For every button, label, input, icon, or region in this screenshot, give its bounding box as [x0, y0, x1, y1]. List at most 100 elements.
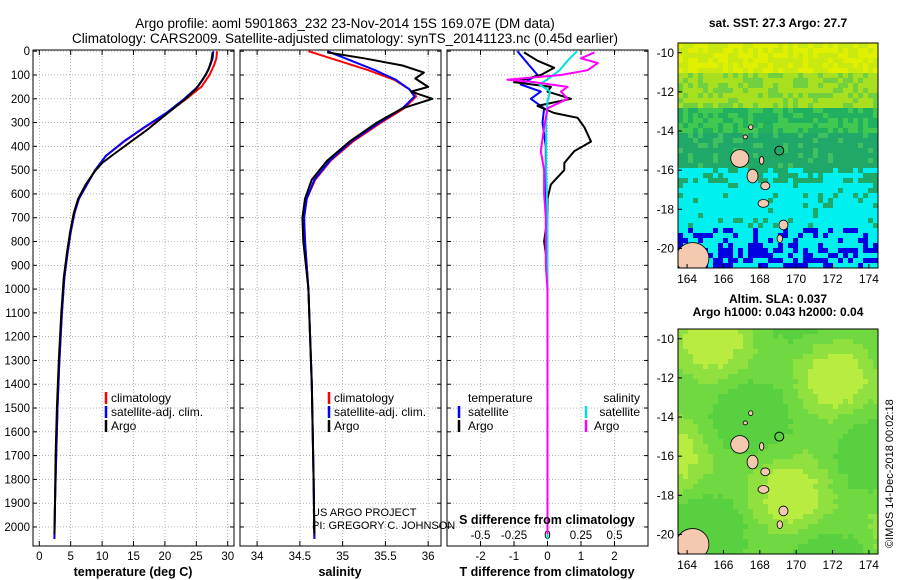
map-cell	[693, 218, 699, 224]
x2-tick-label: -0.25	[501, 530, 527, 542]
map-cell	[748, 479, 754, 485]
map-cell	[753, 509, 759, 515]
map-cell	[798, 509, 804, 515]
map-cell	[848, 469, 854, 475]
map-cell	[813, 404, 819, 410]
map-cell	[823, 444, 829, 450]
map-cell	[833, 88, 839, 94]
map-cell	[863, 339, 869, 345]
map-cell	[693, 444, 699, 450]
map-cell	[858, 168, 864, 174]
map-cell	[688, 489, 694, 495]
map-cell	[773, 549, 779, 554]
map-cell	[728, 374, 734, 380]
map-cell	[798, 153, 804, 159]
map-cell	[763, 83, 769, 89]
map-cell	[838, 334, 844, 340]
map-cell	[733, 173, 739, 179]
map-cell	[778, 173, 784, 179]
island	[748, 410, 754, 416]
map-cell	[733, 123, 739, 129]
map-cell	[688, 223, 694, 229]
map-cell	[863, 454, 869, 460]
map-cell	[848, 539, 854, 545]
map-cell	[858, 48, 864, 54]
map-cell	[738, 354, 744, 360]
map-cell	[738, 133, 744, 139]
map-cell	[683, 193, 689, 199]
map-cell	[823, 329, 829, 335]
map-cell	[748, 153, 754, 159]
map-cell	[873, 93, 878, 99]
map-cell	[758, 108, 764, 114]
map-cell	[708, 218, 714, 224]
map-cell	[853, 83, 859, 89]
map-cell	[773, 168, 779, 174]
map-cell	[773, 374, 779, 380]
map-cell	[818, 103, 824, 109]
map-cell	[723, 389, 729, 395]
map-cell	[823, 113, 829, 119]
map-cell	[718, 153, 724, 159]
map-cell	[713, 499, 719, 505]
map-cell	[748, 534, 754, 540]
map-cell	[803, 384, 809, 390]
map-cell	[768, 369, 774, 375]
map-cell	[798, 524, 804, 530]
map-cell	[868, 484, 874, 490]
map-cell	[708, 128, 714, 134]
map-cell	[828, 168, 834, 174]
map-cell	[763, 454, 769, 460]
map-cell	[738, 258, 744, 264]
map-cell	[733, 223, 739, 229]
map-cell	[798, 424, 804, 430]
map-cell	[753, 158, 759, 164]
legend-label-s-satellite: satellite	[599, 405, 640, 419]
map-cell	[803, 193, 809, 199]
map-cell	[793, 183, 799, 189]
map-cell	[808, 258, 814, 264]
map-cell	[803, 514, 809, 520]
map-cell	[803, 549, 809, 554]
map-cell	[763, 143, 769, 149]
map-cell	[873, 183, 878, 189]
map-cell	[793, 419, 799, 425]
map-cell	[863, 389, 869, 395]
map-cell	[843, 83, 849, 89]
map-cell	[678, 138, 684, 144]
map-cell	[753, 344, 759, 350]
map-cell	[853, 519, 859, 525]
map-cell	[748, 243, 754, 249]
map-cell	[768, 248, 774, 254]
map-cell	[773, 529, 779, 535]
map-cell	[763, 43, 769, 49]
map-cell	[688, 509, 694, 515]
map-cell	[748, 539, 754, 545]
map-cell	[693, 153, 699, 159]
map-cell	[788, 88, 794, 94]
map-cell	[818, 419, 824, 425]
map-cell	[843, 339, 849, 345]
map-cell	[858, 414, 864, 420]
map-cell	[708, 68, 714, 74]
map-cell	[833, 499, 839, 505]
map-cell	[863, 419, 869, 425]
map-cell	[833, 243, 839, 249]
map-cell	[868, 213, 874, 219]
map-cell	[848, 148, 854, 154]
map-cell	[788, 459, 794, 465]
map-cell	[793, 238, 799, 244]
y-tick-label: 2000	[4, 522, 30, 534]
map-cell	[843, 238, 849, 244]
map-cell	[773, 499, 779, 505]
map-cell	[698, 329, 704, 335]
map-cell	[783, 519, 789, 525]
map-cell	[798, 213, 804, 219]
map-cell	[818, 198, 824, 204]
map-cell	[778, 143, 784, 149]
map-cell	[863, 63, 869, 69]
map-cell	[788, 93, 794, 99]
map-cell	[768, 123, 774, 129]
map-cell	[718, 213, 724, 219]
map-cell	[783, 248, 789, 254]
